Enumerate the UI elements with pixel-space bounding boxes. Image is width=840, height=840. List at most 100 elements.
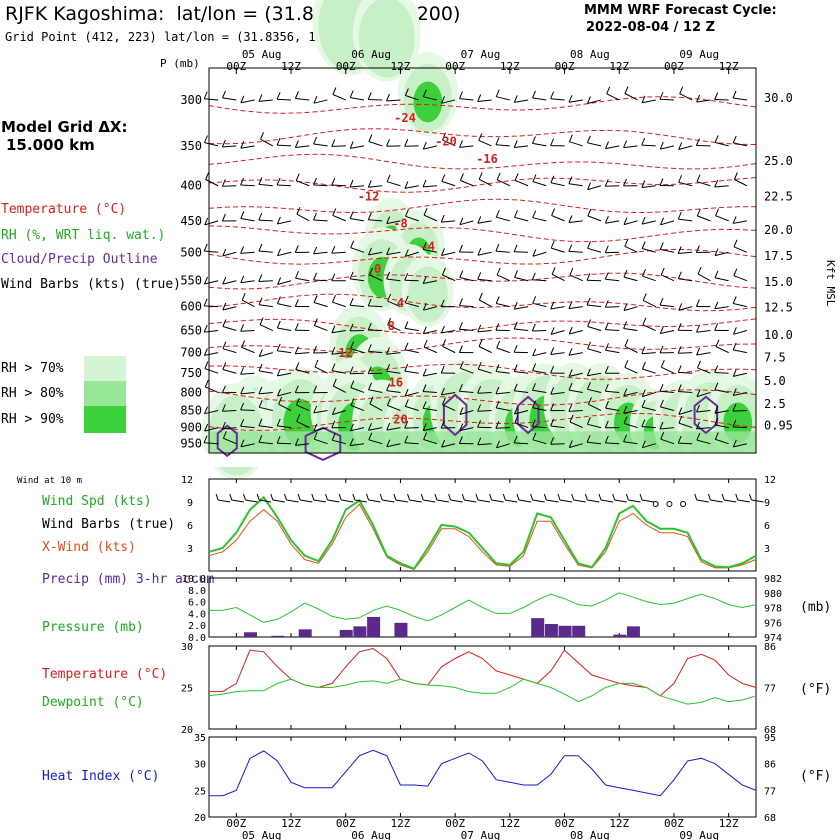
kft-tick-label: 22.5 bbox=[764, 189, 793, 203]
wind-barb-staff bbox=[204, 442, 219, 445]
wind-barb-flag bbox=[404, 342, 409, 350]
wind-barb-staff bbox=[441, 180, 456, 187]
wind-barb-flag bbox=[422, 368, 427, 377]
wind-barb-staff bbox=[514, 306, 529, 310]
wind-barb-staff bbox=[459, 328, 474, 332]
wind-barb-staff bbox=[331, 330, 346, 334]
wind-barb-staff bbox=[405, 215, 419, 222]
wind-barb-staff bbox=[204, 330, 219, 333]
wind-barb-flag bbox=[733, 268, 738, 276]
wind-barb-staff bbox=[714, 306, 729, 310]
surface-wind-barb-flag bbox=[434, 493, 438, 501]
wind-barb-staff bbox=[277, 442, 292, 445]
pressure-tick: 978 bbox=[764, 604, 782, 615]
wind-barb-staff bbox=[241, 346, 255, 354]
surface-wind-barb bbox=[696, 499, 709, 503]
cloud-outline bbox=[304, 426, 342, 462]
wind-barb-staff bbox=[386, 427, 401, 431]
wind-barb-flag bbox=[624, 339, 629, 347]
wind-barb-flag bbox=[732, 403, 737, 412]
wind-barb-flag bbox=[714, 406, 719, 414]
wind-barb-flag bbox=[696, 94, 701, 103]
wind-barb-flag bbox=[641, 419, 646, 427]
rh-mask-right bbox=[756, 68, 840, 453]
wind-barb-flag bbox=[349, 323, 354, 332]
wind-barb-staff bbox=[222, 369, 237, 374]
wind-barb-staff bbox=[587, 304, 602, 308]
wind-barb-staff bbox=[423, 407, 437, 412]
wind-barb-flag bbox=[368, 432, 373, 440]
isotherm-label: 12 bbox=[339, 346, 353, 360]
wind-barb-flag bbox=[313, 385, 317, 393]
wind-barb-staff bbox=[660, 248, 675, 253]
wind-barb-staff bbox=[587, 372, 602, 377]
rh-mask-bottom bbox=[0, 453, 840, 467]
wind-barb-staff bbox=[733, 142, 747, 147]
wind-barb-flag bbox=[477, 272, 482, 280]
precip-tick: 6.0 bbox=[188, 598, 206, 609]
wind-barb-flag bbox=[478, 339, 483, 347]
wind-barb-staff bbox=[551, 215, 565, 222]
precip-panel-frame bbox=[208, 577, 757, 638]
surface-wind-barb bbox=[231, 499, 244, 503]
wind-barb-flag bbox=[258, 297, 263, 305]
wind-barb-flag bbox=[222, 341, 227, 349]
wind-barb-flag bbox=[240, 95, 245, 103]
wind-barb-flag bbox=[604, 322, 609, 330]
temperature-line bbox=[209, 647, 757, 697]
rh-legend-90-label: RH > 90% bbox=[1, 412, 64, 427]
wind-barb-flag bbox=[386, 398, 391, 406]
kft-tick-label: 2.5 bbox=[764, 397, 786, 411]
wind-barb-staff bbox=[350, 443, 365, 447]
wind-barb-staff bbox=[732, 97, 747, 101]
wind-barb-flag bbox=[604, 179, 609, 187]
wind-barb-flag bbox=[715, 339, 720, 347]
wind-barb-staff bbox=[733, 443, 747, 448]
wind-barb-staff bbox=[313, 219, 328, 222]
wind-barb-staff bbox=[350, 278, 365, 282]
wind-barb-staff bbox=[587, 215, 602, 222]
wind-barb-staff bbox=[551, 247, 565, 253]
wind-barb-staff bbox=[587, 423, 602, 429]
wind-barb-flag bbox=[678, 415, 683, 424]
wind-barb-flag bbox=[313, 136, 318, 145]
wind-barb-flag bbox=[240, 211, 245, 219]
wind-barb-flag bbox=[423, 339, 428, 348]
model-grid-title: Model Grid ΔX: bbox=[1, 118, 128, 136]
wind-barb-flag bbox=[587, 319, 592, 327]
wind-barb-staff bbox=[386, 99, 401, 102]
wind-barb-flag bbox=[422, 401, 427, 409]
wind-barb-staff bbox=[405, 302, 419, 308]
wind-barb-flag bbox=[732, 216, 737, 224]
wind-barb-staff bbox=[733, 246, 748, 253]
wind-barb-flag bbox=[258, 212, 263, 221]
surface-wind-barb-flag bbox=[625, 493, 629, 501]
wind-barb-flag bbox=[550, 437, 555, 445]
wind-barb-flag bbox=[387, 293, 392, 302]
wind-barb-flag bbox=[513, 383, 518, 391]
rh-blob-mid bbox=[358, 0, 415, 78]
wind-barb-flag bbox=[386, 439, 391, 447]
wind-barb-flag bbox=[677, 384, 682, 392]
wind-barb-flag bbox=[732, 388, 737, 396]
wind-barb-staff bbox=[568, 99, 583, 103]
wind-barb-flag bbox=[458, 436, 463, 444]
wind-barb-flag bbox=[696, 404, 700, 413]
wind-barb-flag bbox=[514, 210, 518, 218]
wind-barb-flag bbox=[696, 389, 701, 397]
wind-barb-staff bbox=[605, 185, 620, 187]
surface-wind-barb bbox=[245, 499, 258, 503]
wind-barb-staff bbox=[423, 372, 438, 377]
precip-tick: 10.0 bbox=[182, 574, 206, 585]
pressure-tick-label: 350 bbox=[180, 139, 202, 153]
wind-barb-staff bbox=[714, 185, 729, 188]
wind-barb-flag bbox=[294, 245, 299, 253]
surface-wind-barb-flag bbox=[721, 493, 725, 501]
wind-barb-staff bbox=[495, 144, 510, 147]
wind-barb-flag bbox=[606, 86, 611, 94]
wind-barb-flag bbox=[422, 242, 427, 250]
wind-barb-flag bbox=[258, 363, 263, 372]
wind-barb-flag bbox=[240, 402, 245, 411]
pressure-tick-label: 750 bbox=[180, 366, 202, 380]
isotherm-label: 0 bbox=[374, 262, 381, 276]
